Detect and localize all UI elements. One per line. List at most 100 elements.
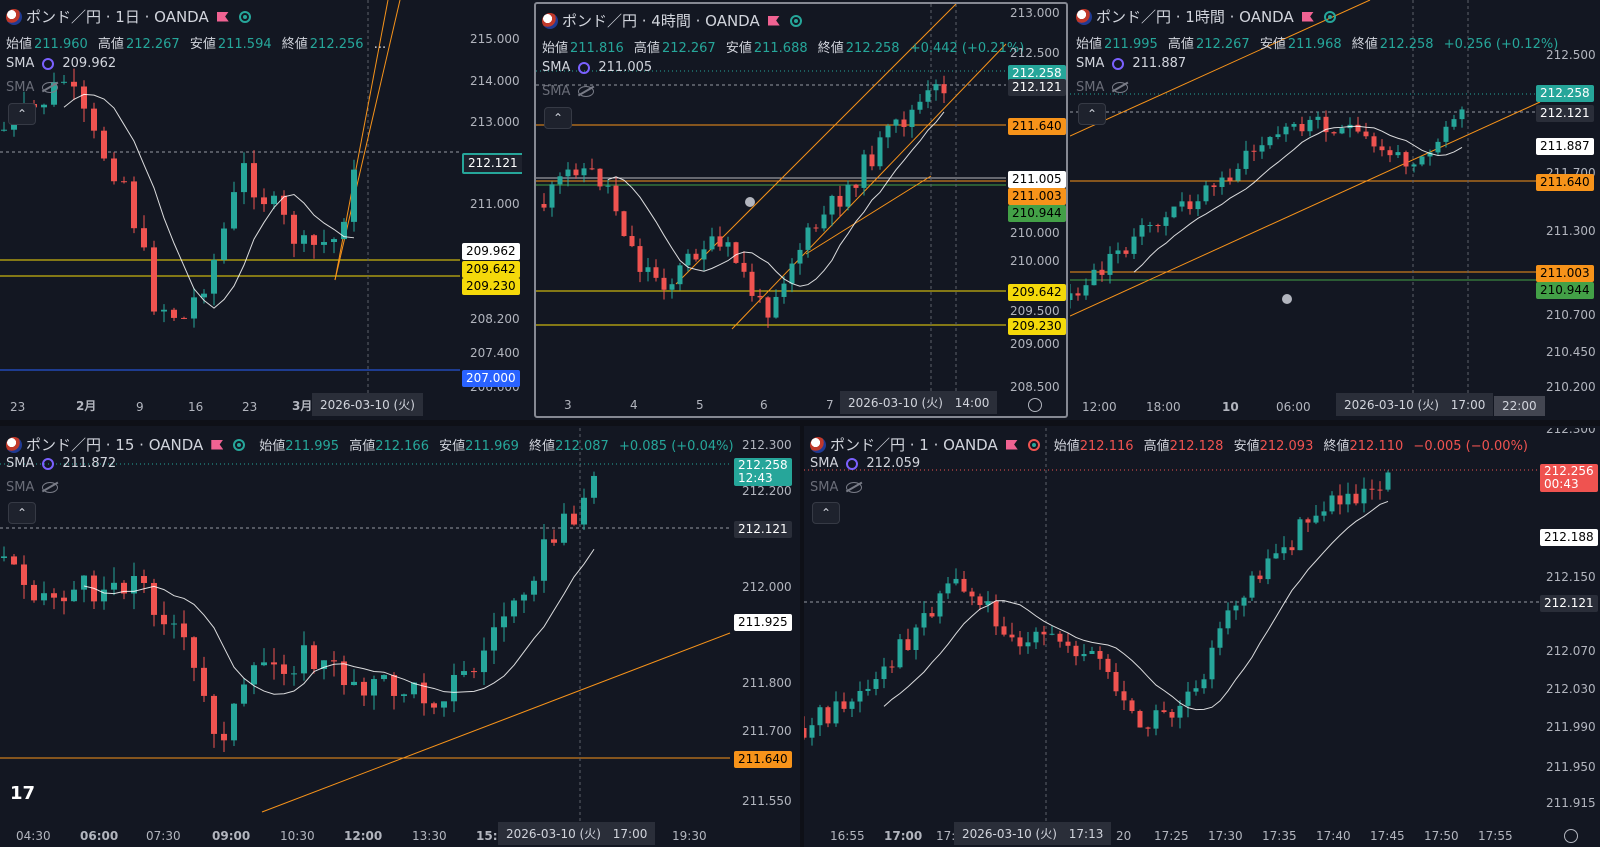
candle <box>813 227 819 229</box>
flag-marker-icon[interactable] <box>767 15 780 26</box>
chart-panel-1h[interactable]: ポンド／円 · 1時間 · OANDA 始値 211.995 高値 212.267 … <box>1070 0 1600 418</box>
candle <box>789 263 795 284</box>
candle <box>877 137 883 167</box>
symbol-header[interactable]: ポンド／円 · 4時間 · OANDA <box>542 10 802 31</box>
price-axis-label: 211.800 <box>742 676 792 690</box>
chart-panel-1m[interactable]: ポンド／円 · 1 · OANDA 始値212.116 高値212.128 安値… <box>804 428 1600 847</box>
sma-settings-icon[interactable] <box>42 457 55 470</box>
sma-settings-icon[interactable] <box>42 57 55 70</box>
sma-indicator-hidden[interactable]: SMA <box>6 80 59 95</box>
sma-settings-icon[interactable] <box>578 61 591 74</box>
flag-marker-icon[interactable] <box>1005 439 1018 450</box>
flag-marker-icon[interactable] <box>211 439 224 450</box>
candle <box>893 119 899 126</box>
candle <box>1419 156 1425 165</box>
candle <box>1339 128 1345 134</box>
sma-line <box>83 548 595 695</box>
flag-marker-icon[interactable] <box>1301 11 1314 22</box>
sma-indicator[interactable]: SMA 211.887 <box>1076 56 1187 71</box>
chart-canvas-1h[interactable] <box>1070 0 1600 418</box>
candle <box>953 578 959 584</box>
candle <box>1355 124 1361 132</box>
sma-settings-icon[interactable] <box>1112 57 1125 70</box>
candle <box>191 637 197 668</box>
collapse-button[interactable]: ⌃ <box>8 502 36 524</box>
symbol-header[interactable]: ポンド／円 · 1日 · OANDA <box>6 6 251 27</box>
price-tag-crosshair: 212.121 <box>1540 595 1598 612</box>
candle <box>141 576 147 583</box>
time-axis-label: 06:00 <box>1276 400 1311 414</box>
sma-indicator-hidden[interactable]: SMA <box>542 84 595 99</box>
candle <box>111 582 117 590</box>
candle <box>1113 671 1119 692</box>
candle <box>1025 642 1031 647</box>
sma-indicator-hidden[interactable]: SMA <box>6 480 59 495</box>
collapse-button[interactable]: ⌃ <box>1078 103 1106 125</box>
candle <box>1193 688 1199 692</box>
hidden-eye-icon[interactable] <box>1112 82 1129 93</box>
candle <box>725 242 731 247</box>
price-axis-label: 210.000 <box>1010 226 1060 240</box>
hidden-eye-icon[interactable] <box>846 482 863 493</box>
collapse-button[interactable]: ⌃ <box>544 107 572 129</box>
candle <box>865 688 871 691</box>
collapse-button[interactable]: ⌃ <box>8 103 36 125</box>
candle <box>331 239 337 243</box>
candle <box>917 101 923 110</box>
candle <box>1259 145 1265 152</box>
time-axis-label: 12:00 <box>1082 400 1117 414</box>
alert-clock-icon[interactable] <box>1282 294 1292 304</box>
sma-indicator[interactable]: SMA 211.872 <box>6 456 117 471</box>
symbol-header[interactable]: ポンド／円 · 1時間 · OANDA <box>1076 6 1336 27</box>
candle <box>431 703 437 708</box>
sma-indicator[interactable]: SMA 211.005 <box>542 60 653 75</box>
candle <box>201 293 207 298</box>
hidden-eye-icon[interactable] <box>42 482 59 493</box>
alert-clock-icon[interactable] <box>745 197 755 207</box>
flag-marker-icon[interactable] <box>216 11 229 22</box>
price-axis-label: 212.030 <box>1546 682 1596 696</box>
candle <box>1299 124 1305 132</box>
hidden-eye-icon[interactable] <box>578 86 595 97</box>
price-axis-label: 210.700 <box>1546 308 1596 322</box>
hidden-eye-icon[interactable] <box>42 82 59 93</box>
candle <box>837 195 843 207</box>
sma-settings-icon[interactable] <box>846 457 859 470</box>
tradingview-logo-icon[interactable]: 17 <box>10 783 36 804</box>
panel-divider[interactable] <box>800 426 804 847</box>
candle <box>161 614 167 625</box>
symbol-header[interactable]: ポンド／円 · 1 · OANDA 始値212.116 高値212.128 安値… <box>810 434 1528 455</box>
collapse-button[interactable]: ⌃ <box>812 502 840 524</box>
chart-panel-15m[interactable]: ポンド／円 · 15 · OANDA 始値211.995 高値212.166 安… <box>0 428 800 847</box>
price-axis-label: 210.450 <box>1546 345 1596 359</box>
candle <box>1305 519 1311 523</box>
sma-indicator[interactable]: SMA 209.962 <box>6 56 117 71</box>
sma-indicator-hidden[interactable]: SMA <box>810 480 863 495</box>
candle <box>521 594 527 601</box>
chart-panel-daily[interactable]: ポンド／円 · 1日 · OANDA 始値 211.960 高値 212.267 安… <box>0 0 522 418</box>
sma-indicator[interactable]: SMA 212.059 <box>810 456 921 471</box>
candle <box>51 593 57 598</box>
candle <box>825 707 831 724</box>
candle <box>101 589 107 602</box>
candle <box>271 195 277 205</box>
candle <box>677 265 683 285</box>
sma-indicator-hidden[interactable]: SMA <box>1076 80 1129 95</box>
price-axis-label: 212.500 <box>1010 46 1060 60</box>
candle <box>561 513 567 543</box>
candle <box>1225 610 1231 629</box>
price-axis-label: 208.500 <box>1010 380 1060 394</box>
settings-gear-icon[interactable] <box>1564 829 1578 843</box>
chart-panel-4h[interactable]: ポンド／円 · 4時間 · OANDA 始値 211.816 高値 212.267 … <box>534 2 1068 418</box>
settings-gear-icon[interactable] <box>1028 398 1042 412</box>
chart-canvas-1m[interactable] <box>804 428 1600 847</box>
market-status-icon <box>1027 438 1040 451</box>
chart-canvas-15m[interactable] <box>0 428 800 847</box>
candle <box>471 671 477 673</box>
price-tag-sma: 211.925 <box>734 614 792 631</box>
candle <box>1185 691 1191 706</box>
price-tag-crosshair: 212.121 <box>462 153 522 174</box>
panel-divider[interactable] <box>0 420 1600 426</box>
chart-canvas-4h[interactable] <box>536 4 1068 418</box>
symbol-header[interactable]: ポンド／円 · 15 · OANDA 始値211.995 高値212.166 安… <box>6 434 734 455</box>
